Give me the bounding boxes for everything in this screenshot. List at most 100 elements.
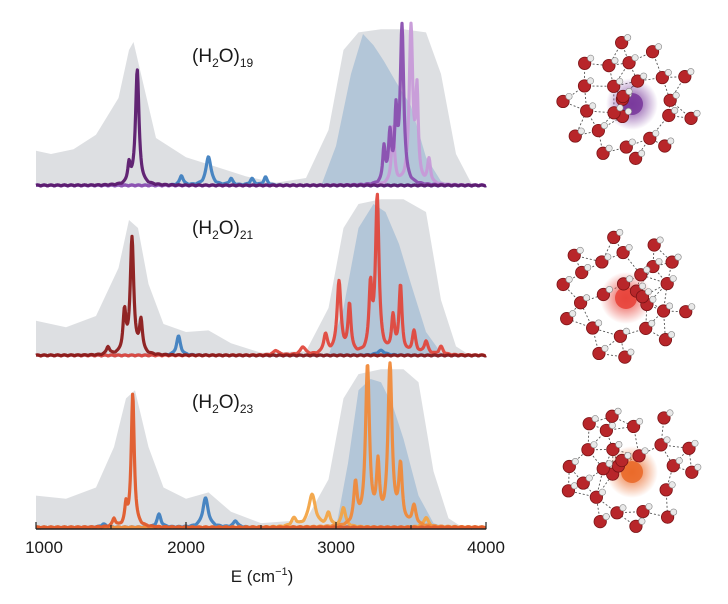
hydrogen-atom: [565, 275, 573, 283]
hydrogen-atom: [605, 144, 613, 152]
x-axis: 1000 2000 3000 4000: [25, 522, 505, 557]
hydrogen-atom: [667, 137, 675, 145]
hydrogen-atom: [668, 481, 676, 489]
hydrogen-atom: [605, 460, 613, 468]
hydrogen-atom: [583, 294, 591, 302]
hydrogen-atom: [638, 517, 646, 525]
hydrogen-atom: [666, 302, 674, 310]
hydrogen-atom: [693, 109, 701, 117]
hydrogen-atom: [577, 127, 585, 135]
hydrogen-atom: [638, 282, 646, 290]
hydrogen-atom: [670, 508, 678, 516]
panel-21: [35, 192, 487, 358]
hydrogen-atom: [585, 474, 593, 482]
hydrogen-atom: [616, 228, 624, 236]
water-cluster-23-illustration: [561, 407, 702, 533]
panel-label-19: (H2O)19: [192, 46, 254, 70]
hydrogen-atom: [584, 264, 592, 272]
hydrogen-atom: [663, 436, 671, 444]
hydrogen-atom: [624, 452, 632, 460]
hydrogen-atom: [644, 288, 652, 296]
hydrogen-atom: [652, 129, 660, 137]
hydrogen-bond: [573, 255, 583, 273]
hydrogen-atom: [672, 91, 680, 99]
hydrogen-atom: [586, 77, 594, 85]
hydrogen-atom: [624, 107, 632, 115]
hydrogen-atom: [625, 244, 633, 252]
hydrogen-bond: [649, 137, 665, 147]
water-cluster-21-illustration: [556, 228, 696, 364]
hydrogen-atom: [674, 253, 682, 261]
broad-blue-band-21: [328, 204, 456, 356]
hydrogen-atom: [631, 54, 639, 62]
hydrogen-atom: [671, 106, 679, 114]
hydrogen-atom: [615, 441, 623, 449]
hydrogen-atom: [628, 138, 636, 146]
panel-label-21: (H2O)21: [192, 218, 254, 242]
hydrogen-atom: [641, 447, 649, 455]
water-cluster-19-illustration: [556, 34, 701, 165]
broad-blue-band-19: [321, 34, 456, 186]
hydrogen-atom: [619, 504, 627, 512]
dark-spectrum-21: [35, 234, 487, 358]
panel-19: [35, 21, 487, 188]
hydrogen-atom: [591, 415, 599, 423]
dark-spectrum-19: [35, 68, 487, 188]
hydrogen-atom: [667, 331, 675, 339]
hydrogen-atom: [649, 295, 657, 303]
hydrogen-atom: [598, 488, 606, 496]
hydrogen-atom: [565, 92, 573, 100]
hydrogen-atom: [655, 258, 663, 266]
hydrogen-atom: [645, 503, 653, 511]
hydrogen-atom: [669, 275, 677, 283]
hydrogen-atom: [694, 463, 702, 471]
hydrogen-atom: [624, 34, 632, 42]
hydrogen-atom: [626, 275, 634, 283]
x-tick-label: 1000: [25, 538, 63, 557]
hydrogen-atom: [640, 72, 648, 80]
hydrogen-atom: [638, 149, 646, 157]
hydrogen-atom: [691, 439, 699, 447]
hydrogen-atom: [595, 319, 603, 327]
hydrogen-bond: [646, 303, 664, 312]
spectra-panels: [35, 21, 487, 530]
hydrogen-atom: [664, 69, 672, 77]
hydrogen-atom: [636, 417, 644, 425]
hydrogen-atom: [569, 310, 577, 318]
hydrogen-atom: [625, 87, 633, 95]
hydrogen-atom: [600, 122, 608, 130]
hydrogen-atom: [604, 253, 612, 261]
hydrogen-atom: [648, 319, 656, 327]
hydrogen-atom: [666, 409, 674, 417]
hydrogen-atom: [614, 407, 622, 415]
panel-23: [35, 361, 487, 530]
x-tick-label: 3000: [317, 538, 355, 557]
hydrogen-atom: [571, 458, 579, 466]
hydrogen-atom: [656, 236, 664, 244]
hydrogen-atom: [643, 266, 651, 274]
hydrogen-atom: [605, 285, 613, 293]
hydrogen-atom: [601, 344, 609, 352]
hydrogen-bond: [613, 237, 624, 253]
x-tick-label: 4000: [467, 538, 505, 557]
hydrogen-atom: [616, 77, 624, 85]
hydrogen-atom: [611, 57, 619, 65]
central-ion: [621, 461, 643, 483]
hydrogen-atom: [590, 441, 598, 449]
hydrogen-bond: [589, 423, 607, 431]
hydrogen-atom: [687, 68, 695, 76]
hydrogen-atom: [589, 102, 597, 110]
hydrogen-atom: [655, 43, 663, 51]
hydrogen-atom: [622, 327, 630, 335]
hydrogen-atom: [675, 457, 683, 465]
hydrogen-atom: [587, 54, 595, 62]
panel-label-23: (H2O)23: [192, 392, 254, 416]
hydrogen-atom: [576, 246, 584, 254]
hydrogen-atom: [602, 513, 610, 521]
x-tick-label: 2000: [167, 538, 205, 557]
hydrogen-atom: [627, 348, 635, 356]
hydrogen-atom: [570, 482, 578, 490]
hydrogen-atom: [608, 421, 616, 429]
x-axis-label: E (cm−1): [231, 566, 294, 586]
